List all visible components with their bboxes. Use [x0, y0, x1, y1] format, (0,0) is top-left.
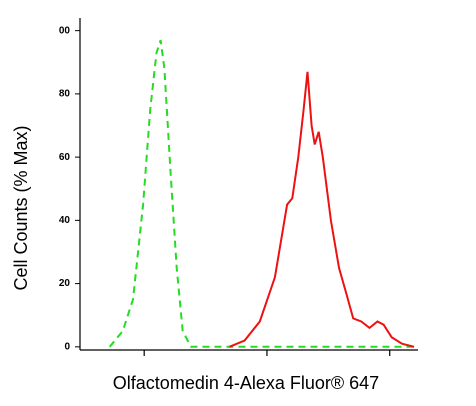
x-axis-label: Olfactomedin 4-Alexa Fluor® 647 — [113, 373, 379, 393]
y-tick-label: 20 — [59, 278, 71, 289]
series-line — [108, 39, 418, 348]
y-tick-label: 00 — [59, 25, 71, 36]
y-tick-label: 60 — [59, 152, 71, 163]
y-tick-label: 80 — [59, 89, 71, 100]
y-tick-label: 0 — [64, 341, 70, 352]
y-tick-label: 40 — [59, 215, 71, 226]
y-axis-label: Cell Counts (% Max) — [11, 125, 31, 290]
series-line — [229, 71, 415, 348]
